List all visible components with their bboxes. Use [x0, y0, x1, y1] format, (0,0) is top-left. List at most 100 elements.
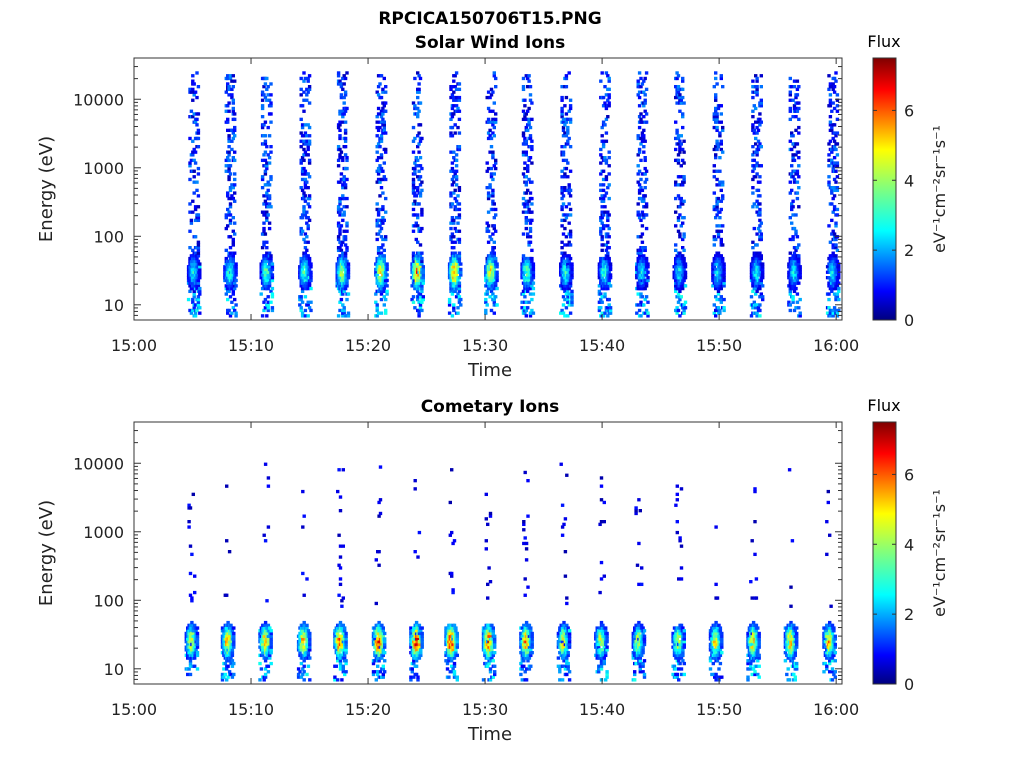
heatmap-cell [457, 281, 462, 285]
heatmap-cell [601, 177, 606, 182]
heatmap-cell [600, 125, 604, 130]
heatmap-cell [196, 297, 201, 302]
heatmap-cell [457, 186, 462, 190]
heatmap-cell [714, 98, 718, 102]
heatmap-cell [266, 286, 270, 291]
heatmap-cell [835, 188, 840, 193]
heatmap-cell [341, 158, 345, 163]
heatmap-cell [191, 87, 195, 92]
heatmap-cell [339, 172, 344, 176]
heatmap-cell [413, 487, 417, 491]
heatmap-cell [383, 670, 387, 674]
heatmap-cell [302, 205, 306, 209]
heatmap-cell [603, 224, 607, 228]
heatmap-cell [382, 175, 386, 179]
heatmap-cell [678, 289, 682, 294]
heatmap-cell [233, 308, 237, 313]
heatmap-cell [196, 218, 201, 223]
heatmap-cell [795, 235, 800, 239]
heatmap-cell [270, 276, 275, 280]
heatmap-cell [231, 262, 235, 266]
heatmap-cell [193, 314, 198, 318]
heatmap-cell [192, 306, 196, 310]
heatmap-cell [755, 79, 759, 83]
heatmap-cell [835, 153, 840, 157]
heatmap-cell [263, 139, 268, 143]
heatmap-cell [794, 306, 798, 310]
heatmap-cell [378, 670, 383, 674]
heatmap-cell [232, 634, 236, 638]
heatmap-cell [676, 218, 681, 223]
heatmap-cell [383, 659, 387, 663]
heatmap-cell [186, 672, 190, 677]
heatmap-cell [758, 207, 762, 212]
heatmap-cell [343, 139, 348, 143]
heatmap-cell [639, 314, 643, 318]
heatmap-cell [678, 213, 682, 217]
heatmap-cell [449, 289, 453, 294]
heatmap-cell [714, 145, 718, 149]
heatmap-cell [344, 637, 348, 641]
heatmap-cell [338, 196, 342, 201]
heatmap-cell [716, 251, 721, 255]
heatmap-cell [722, 273, 726, 277]
heatmap-cell [531, 311, 536, 315]
heatmap-cell [788, 98, 792, 102]
heatmap-cell [676, 292, 681, 296]
heatmap-cell [714, 308, 718, 313]
heatmap-cell [560, 109, 564, 113]
heatmap-cell [417, 131, 421, 135]
heatmap-cell [303, 213, 308, 217]
heatmap-cell [827, 297, 831, 302]
heatmap-cell [413, 169, 417, 173]
heatmap-cell [343, 120, 348, 124]
heatmap-cell [788, 237, 792, 242]
heatmap-cell [606, 254, 610, 258]
heatmap-cell [376, 672, 380, 677]
heatmap-cell [420, 308, 424, 313]
heatmap-cell [333, 678, 337, 682]
heatmap-cell [385, 292, 389, 296]
heatmap-cell [305, 93, 309, 97]
heatmap-cell [524, 175, 528, 179]
heatmap-cell [561, 232, 566, 236]
heatmap-cell [639, 76, 643, 81]
heatmap-cell [303, 150, 308, 154]
heatmap-cell [606, 286, 610, 291]
heatmap-cell [413, 645, 417, 649]
heatmap-cell [231, 289, 235, 294]
heatmap-cell [336, 221, 341, 225]
heatmap-cell [715, 213, 719, 217]
heatmap-cell [303, 199, 308, 203]
heatmap-cell [233, 134, 237, 138]
heatmap-cell [414, 221, 418, 225]
heatmap-cell [234, 311, 238, 315]
heatmap-cell [307, 306, 312, 310]
heatmap-cell [232, 642, 236, 647]
heatmap-cell [759, 85, 763, 89]
heatmap-cell [344, 661, 348, 666]
heatmap-cell [343, 243, 348, 247]
heatmap-cell [450, 115, 455, 119]
heatmap-cell [752, 226, 756, 231]
heatmap-cell [761, 265, 765, 269]
heatmap-cell [798, 276, 802, 280]
heatmap-cell [413, 136, 417, 141]
heatmap-cell [759, 164, 763, 168]
heatmap-cell [336, 145, 341, 149]
heatmap-cell [266, 153, 270, 157]
heatmap-cell [560, 205, 564, 209]
heatmap-cell [678, 150, 682, 154]
heatmap-cell [263, 134, 268, 138]
heatmap-cell [224, 169, 228, 173]
heatmap-cell [188, 664, 193, 668]
heatmap-cell [346, 292, 351, 296]
heatmap-cell [835, 186, 840, 190]
heatmap-cell [719, 104, 723, 108]
heatmap-cell [715, 117, 719, 122]
heatmap-cell [566, 142, 570, 146]
heatmap-cell [453, 188, 457, 193]
heatmap-cell [676, 74, 681, 78]
heatmap-cell [371, 661, 376, 666]
heatmap-cell [188, 593, 193, 597]
